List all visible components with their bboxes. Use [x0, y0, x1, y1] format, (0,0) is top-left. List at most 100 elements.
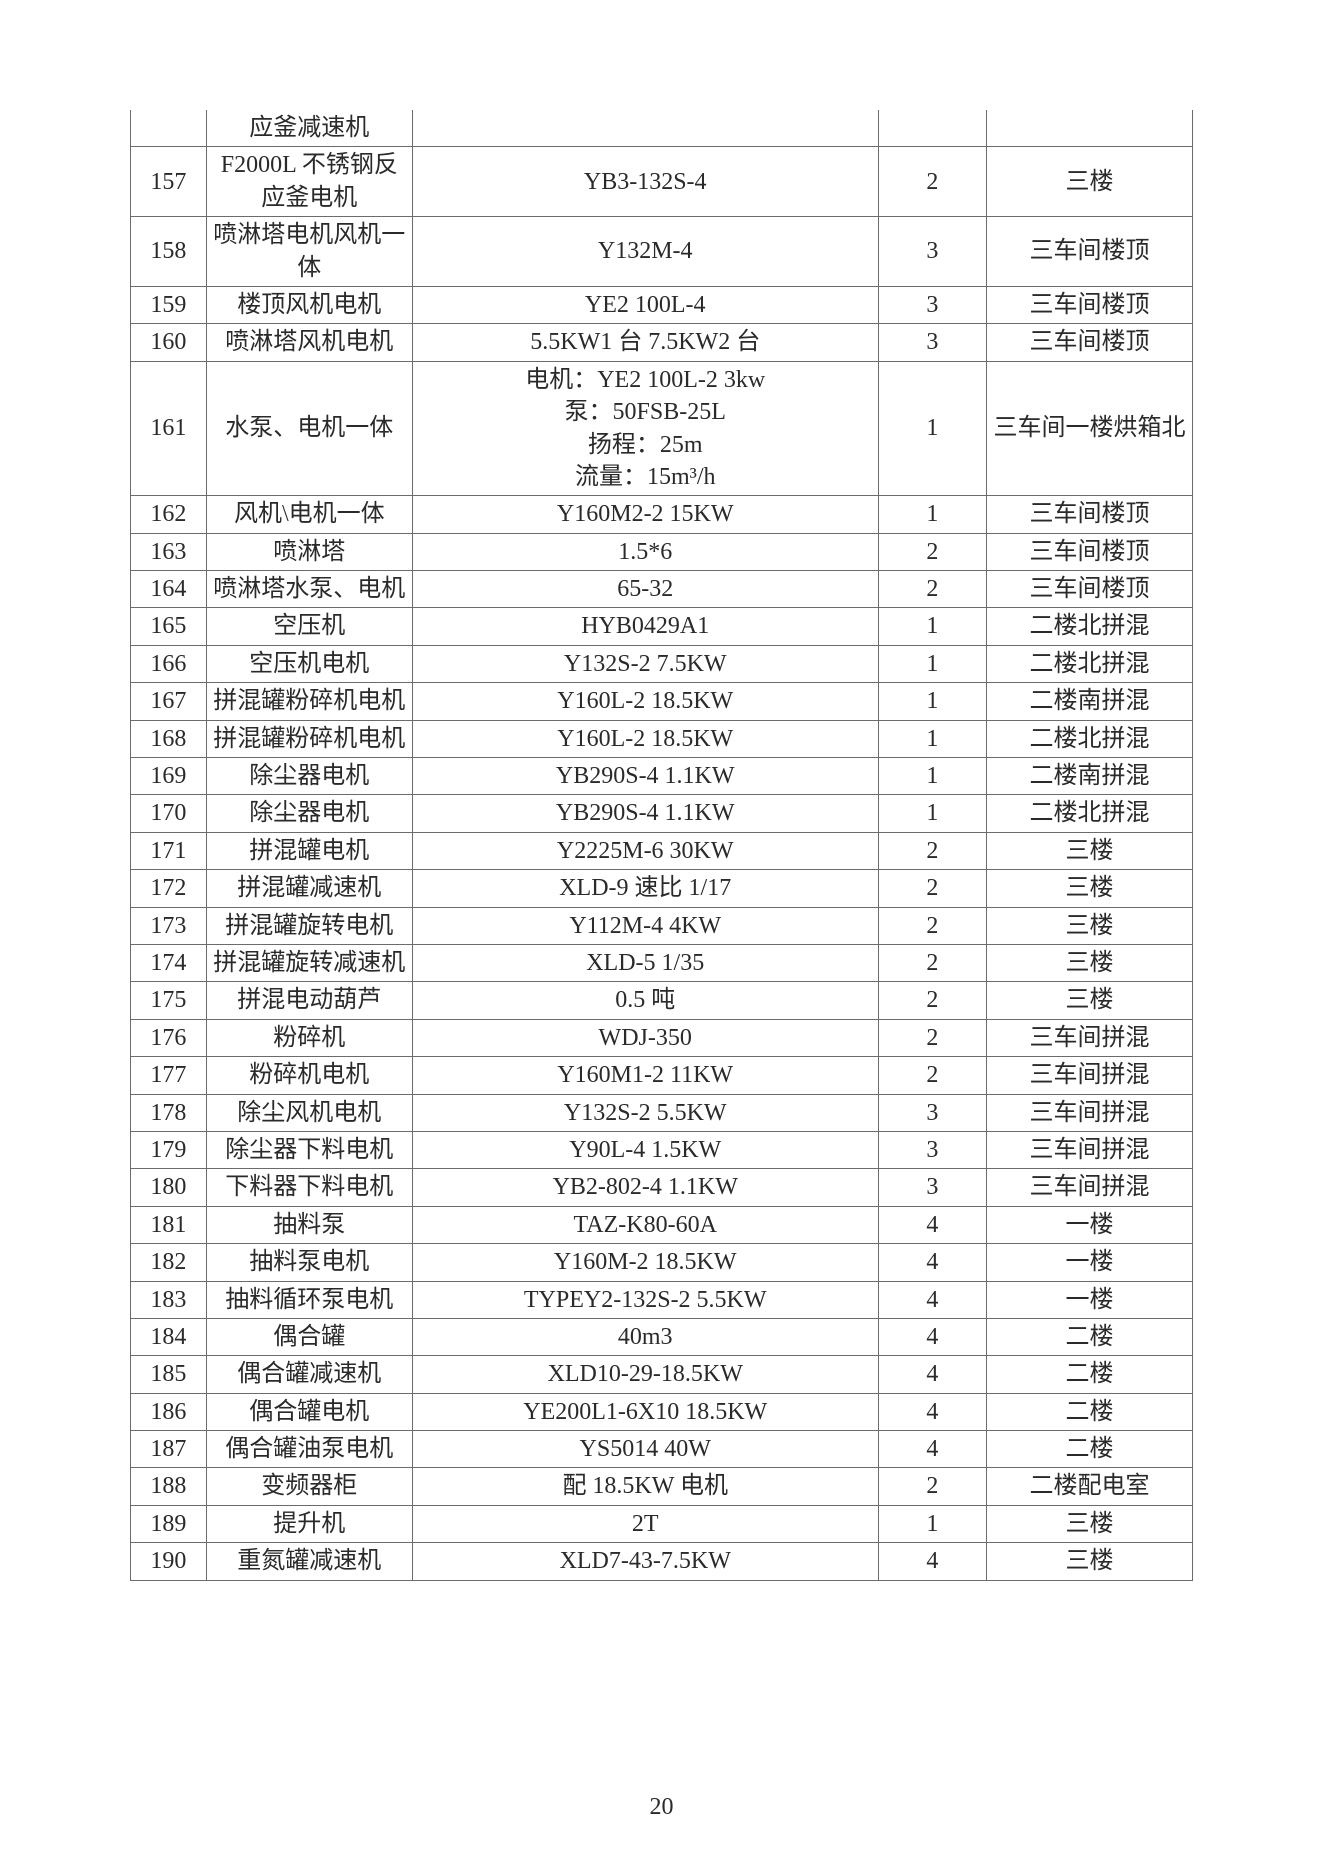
table-row: 160喷淋塔风机电机5.5KW1 台 7.5KW2 台3三车间楼顶 [131, 324, 1193, 361]
cell-qty: 4 [878, 1356, 986, 1393]
cell-spec: Y132M-4 [412, 217, 878, 287]
cell-name: 除尘器下料电机 [206, 1131, 412, 1168]
spec-line: 泵：50FSB-25L [419, 396, 872, 428]
table-row: 172拼混罐减速机XLD-9 速比 1/172三楼 [131, 870, 1193, 907]
cell-spec: YE200L1-6X10 18.5KW [412, 1393, 878, 1430]
cell-name: 拼混罐减速机 [206, 870, 412, 907]
cell-index: 157 [131, 147, 207, 217]
cell-name: 抽料泵 [206, 1206, 412, 1243]
cell-loc: 二楼北拼混 [987, 645, 1193, 682]
cell-name: 粉碎机电机 [206, 1057, 412, 1094]
table-row: 166空压机电机Y132S-2 7.5KW1二楼北拼混 [131, 645, 1193, 682]
cell-spec: 配 18.5KW 电机 [412, 1468, 878, 1505]
cell-index: 186 [131, 1393, 207, 1430]
table-row: 178除尘风机电机Y132S-2 5.5KW3三车间拼混 [131, 1094, 1193, 1131]
cell-spec: YB2-802-4 1.1KW [412, 1169, 878, 1206]
cell-name: 偶合罐油泵电机 [206, 1431, 412, 1468]
cell-name: 下料器下料电机 [206, 1169, 412, 1206]
cell-qty: 3 [878, 217, 986, 287]
cell-qty: 1 [878, 608, 986, 645]
cell-index: 189 [131, 1505, 207, 1542]
document-page: 应釜减速机157F2000L 不锈钢反应釜电机YB3-132S-42三楼158喷… [0, 0, 1323, 1871]
cell-loc: 三楼 [987, 870, 1193, 907]
cell-index: 183 [131, 1281, 207, 1318]
cell-name: 楼顶风机电机 [206, 286, 412, 323]
cell-index: 161 [131, 361, 207, 496]
cell-index: 185 [131, 1356, 207, 1393]
table-row: 177粉碎机电机Y160M1-2 11KW2三车间拼混 [131, 1057, 1193, 1094]
cell-qty: 1 [878, 683, 986, 720]
cell-spec: Y132S-2 7.5KW [412, 645, 878, 682]
table-row: 157F2000L 不锈钢反应釜电机YB3-132S-42三楼 [131, 147, 1193, 217]
cell-index: 162 [131, 496, 207, 533]
cell-index: 179 [131, 1131, 207, 1168]
cell-loc: 二楼 [987, 1318, 1193, 1355]
table-row: 189提升机2T1三楼 [131, 1505, 1193, 1542]
cell-loc: 三车间楼顶 [987, 286, 1193, 323]
cell-spec: 2T [412, 1505, 878, 1542]
cell-spec: 40m3 [412, 1318, 878, 1355]
cell-name: 重氮罐减速机 [206, 1543, 412, 1580]
cell-name: 空压机 [206, 608, 412, 645]
table-row: 159楼顶风机电机YE2 100L-43三车间楼顶 [131, 286, 1193, 323]
cell-spec: XLD-5 1/35 [412, 944, 878, 981]
cell-loc: 三楼 [987, 944, 1193, 981]
cell-loc: 二楼北拼混 [987, 720, 1193, 757]
cell-loc: 三楼 [987, 982, 1193, 1019]
cell-qty: 1 [878, 758, 986, 795]
cell-index: 187 [131, 1431, 207, 1468]
cell-spec: XLD10-29-18.5KW [412, 1356, 878, 1393]
cell-index: 170 [131, 795, 207, 832]
cell-loc: 三车间拼混 [987, 1131, 1193, 1168]
table-row: 184偶合罐40m34二楼 [131, 1318, 1193, 1355]
table-row: 179除尘器下料电机Y90L-4 1.5KW3三车间拼混 [131, 1131, 1193, 1168]
cell-index: 181 [131, 1206, 207, 1243]
cell-loc: 一楼 [987, 1281, 1193, 1318]
cell-name: 偶合罐 [206, 1318, 412, 1355]
table-row: 182抽料泵电机Y160M-2 18.5KW4一楼 [131, 1244, 1193, 1281]
cell-spec: YB3-132S-4 [412, 147, 878, 217]
cell-name: 喷淋塔电机风机一体 [206, 217, 412, 287]
cell-qty: 2 [878, 944, 986, 981]
cell-loc: 二楼南拼混 [987, 758, 1193, 795]
cell-name: 喷淋塔水泵、电机 [206, 571, 412, 608]
cell-loc: 三车间楼顶 [987, 324, 1193, 361]
cell-spec: TAZ-K80-60A [412, 1206, 878, 1243]
cell-loc [987, 110, 1193, 147]
table-row: 165空压机HYB0429A11二楼北拼混 [131, 608, 1193, 645]
cell-index: 171 [131, 832, 207, 869]
cell-loc: 三车间拼混 [987, 1094, 1193, 1131]
table-row: 174拼混罐旋转减速机XLD-5 1/352三楼 [131, 944, 1193, 981]
cell-name: 空压机电机 [206, 645, 412, 682]
cell-index: 188 [131, 1468, 207, 1505]
cell-qty: 4 [878, 1281, 986, 1318]
cell-name: 偶合罐电机 [206, 1393, 412, 1430]
cell-spec: 1.5*6 [412, 533, 878, 570]
cell-loc: 二楼配电室 [987, 1468, 1193, 1505]
cell-index: 165 [131, 608, 207, 645]
cell-name: 除尘器电机 [206, 795, 412, 832]
table-row: 169除尘器电机YB290S-4 1.1KW1二楼南拼混 [131, 758, 1193, 795]
cell-spec: WDJ-350 [412, 1019, 878, 1056]
cell-name: 偶合罐减速机 [206, 1356, 412, 1393]
cell-qty: 1 [878, 361, 986, 496]
cell-loc: 二楼 [987, 1356, 1193, 1393]
cell-loc: 三车间楼顶 [987, 533, 1193, 570]
cell-spec: Y132S-2 5.5KW [412, 1094, 878, 1131]
cell-loc: 三楼 [987, 1505, 1193, 1542]
cell-name: 提升机 [206, 1505, 412, 1542]
cell-spec: Y2225M-6 30KW [412, 832, 878, 869]
cell-name: 水泵、电机一体 [206, 361, 412, 496]
cell-qty: 2 [878, 870, 986, 907]
cell-qty: 4 [878, 1206, 986, 1243]
cell-name: 拼混罐旋转减速机 [206, 944, 412, 981]
cell-index: 173 [131, 907, 207, 944]
cell-index [131, 110, 207, 147]
cell-qty: 2 [878, 1057, 986, 1094]
cell-name: 变频器柜 [206, 1468, 412, 1505]
cell-name: 粉碎机 [206, 1019, 412, 1056]
table-row: 186偶合罐电机YE200L1-6X10 18.5KW4二楼 [131, 1393, 1193, 1430]
table-row: 173拼混罐旋转电机Y112M-4 4KW2三楼 [131, 907, 1193, 944]
cell-qty: 2 [878, 533, 986, 570]
cell-name: 抽料泵电机 [206, 1244, 412, 1281]
